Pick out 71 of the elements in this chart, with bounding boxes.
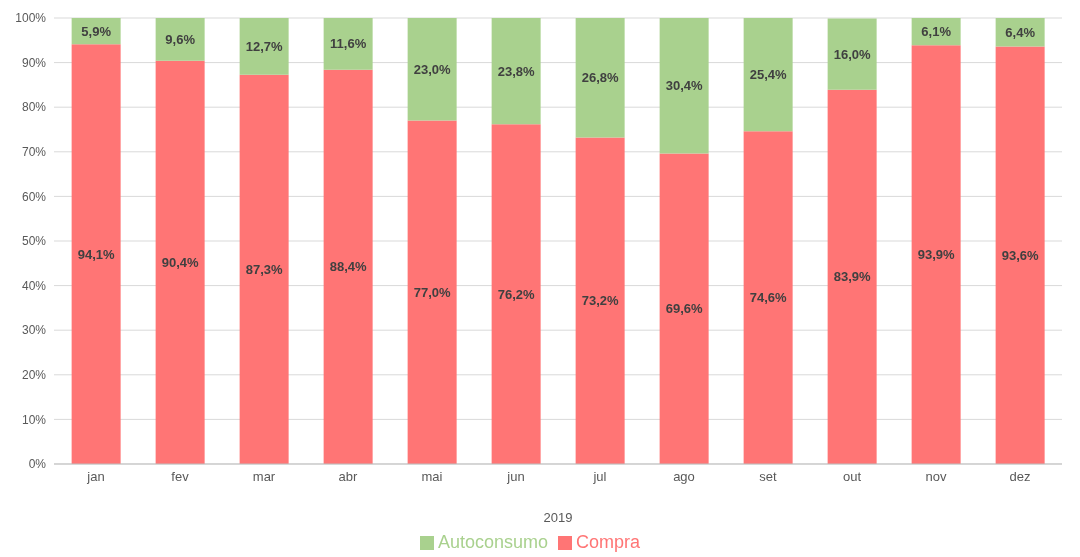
x-tick-label: jul [592,469,607,485]
y-tick-label: 30% [21,323,47,338]
data-label: 12,7% [245,38,283,54]
bar [407,120,457,464]
data-label: 93,6% [1001,247,1039,263]
data-label: 30,4% [665,78,703,94]
data-label: 74,6% [749,290,787,306]
x-tick-label: ago [673,469,695,485]
legend-label: Compra [576,532,641,552]
bar [827,89,877,464]
x-tick-label: jan [86,469,105,485]
x-tick-label: mar [252,469,276,485]
bar [155,18,205,61]
y-tick-label: 90% [21,55,47,70]
bar [239,18,289,75]
legend-label: Autoconsumo [437,532,549,552]
data-label: 93,9% [917,247,955,263]
bar [659,18,709,154]
bar [491,18,541,125]
y-tick-label: 60% [21,189,47,204]
y-tick-label: 70% [21,145,47,160]
data-label: 94,1% [77,246,115,262]
data-label: 87,3% [245,261,283,277]
x-tick-label: dez [1009,469,1031,485]
data-label: 11,6% [330,36,367,52]
x-axis-title: 2019 [543,510,573,525]
bar [323,18,373,70]
data-label: 6,1% [921,24,952,40]
bar [995,46,1045,464]
data-label: 77,0% [413,284,451,300]
y-tick-label: 80% [21,100,47,115]
data-label: 73,2% [581,293,619,309]
bar [743,131,793,464]
x-tick-label: mai [421,469,443,485]
data-label: 23,8% [497,63,535,79]
data-label: 25,4% [749,67,787,83]
data-label: 6,4% [1005,24,1036,40]
y-tick-label: 20% [21,368,47,383]
bar [71,44,121,464]
x-tick-label: set [759,469,778,485]
data-label: 69,6% [665,301,703,317]
bar [743,18,793,132]
data-label: 88,4% [329,259,367,275]
data-label: 23,0% [413,61,451,77]
bar [239,74,289,464]
bar [575,137,625,464]
x-tick-label: fev [171,469,190,485]
x-tick-label: abr [338,469,359,485]
data-label: 16,0% [833,46,871,62]
data-label: 26,8% [581,70,619,86]
x-tick-label: nov [925,469,947,485]
bar [323,69,373,464]
bar [155,60,205,464]
y-tick-label: 10% [21,412,47,427]
y-tick-label: 50% [21,234,47,249]
data-label: 76,2% [497,286,535,302]
y-tick-label: 100% [15,11,47,26]
x-tick-label: jun [506,469,525,485]
y-tick-label: 40% [21,278,47,293]
bar [827,18,877,90]
bar [407,18,457,121]
data-label: 83,9% [833,269,871,285]
data-label: 5,9% [81,23,112,39]
x-tick-label: out [842,469,862,485]
bar [491,124,541,464]
bar [575,18,625,138]
bar [659,153,709,464]
y-tick-label: 0% [28,457,47,472]
data-label: 9,6% [165,31,196,47]
data-label: 90,4% [161,254,199,270]
bar [911,45,961,464]
